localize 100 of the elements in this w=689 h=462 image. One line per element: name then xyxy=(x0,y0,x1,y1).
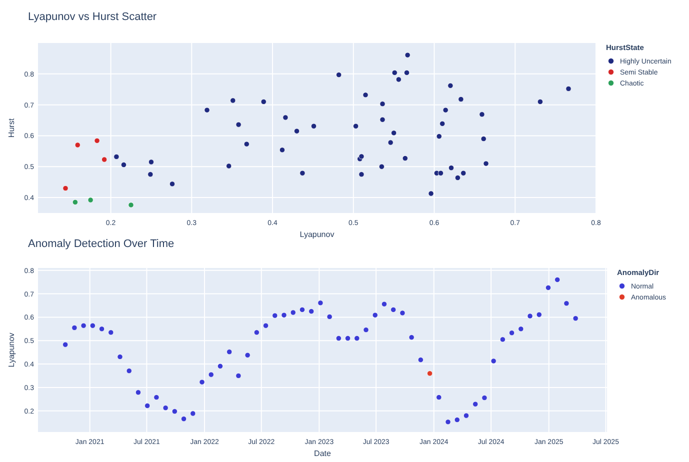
point xyxy=(308,308,314,314)
point xyxy=(418,357,424,363)
point xyxy=(208,372,214,378)
point xyxy=(217,363,224,369)
point xyxy=(279,147,286,153)
point xyxy=(244,352,250,358)
point xyxy=(509,330,515,336)
point xyxy=(108,330,114,336)
point xyxy=(402,155,408,162)
point xyxy=(135,390,142,396)
point xyxy=(272,312,278,318)
point xyxy=(90,322,96,328)
point xyxy=(128,202,134,208)
point xyxy=(180,416,187,422)
point xyxy=(62,342,68,348)
point xyxy=(392,70,398,76)
point xyxy=(537,98,543,105)
point xyxy=(310,123,317,129)
point xyxy=(254,330,260,336)
point xyxy=(154,394,160,400)
point xyxy=(372,312,378,318)
point xyxy=(363,327,369,333)
point xyxy=(428,190,434,196)
point xyxy=(80,322,86,328)
point xyxy=(336,72,342,78)
point xyxy=(390,306,396,312)
point xyxy=(358,172,364,178)
point xyxy=(294,128,300,134)
point xyxy=(282,114,288,120)
point xyxy=(566,86,572,92)
point xyxy=(404,52,410,58)
point xyxy=(299,306,306,312)
point xyxy=(262,322,269,328)
point xyxy=(353,123,359,129)
point xyxy=(378,164,384,170)
point xyxy=(483,160,489,166)
point xyxy=(436,134,442,140)
point xyxy=(482,395,488,401)
point xyxy=(536,312,542,318)
point xyxy=(480,136,486,142)
point xyxy=(388,140,394,146)
point xyxy=(500,336,506,342)
point xyxy=(260,98,266,105)
point xyxy=(454,417,460,423)
point xyxy=(564,300,570,306)
chart-title: Anomaly Detection Over Time xyxy=(28,238,174,250)
point xyxy=(281,312,287,318)
point xyxy=(88,197,94,203)
point xyxy=(72,199,78,205)
point xyxy=(114,154,120,160)
point xyxy=(102,156,108,162)
point xyxy=(162,405,168,411)
point xyxy=(572,316,578,322)
point xyxy=(144,402,150,409)
point xyxy=(458,96,464,102)
point xyxy=(460,170,466,176)
point xyxy=(326,314,332,320)
point xyxy=(98,326,105,332)
point xyxy=(204,107,210,113)
point xyxy=(554,276,560,283)
point xyxy=(381,301,388,307)
point xyxy=(527,313,533,319)
point xyxy=(148,172,154,178)
point xyxy=(226,163,232,169)
point xyxy=(354,335,360,342)
point xyxy=(440,120,446,126)
point xyxy=(74,142,80,148)
point xyxy=(190,410,196,416)
point xyxy=(120,162,127,168)
point xyxy=(479,112,485,118)
chart-title: Lyapunov vs Hurst Scatter xyxy=(28,11,157,23)
point xyxy=(454,174,461,181)
point xyxy=(226,349,232,355)
point xyxy=(62,185,68,192)
y-axis-title: Lyapunov xyxy=(7,332,16,368)
point xyxy=(404,70,410,76)
point xyxy=(518,326,524,332)
point xyxy=(490,358,496,364)
point xyxy=(126,368,132,374)
y-axis-title: Hurst xyxy=(7,118,16,138)
point xyxy=(244,141,250,147)
point xyxy=(448,82,454,88)
point xyxy=(236,122,242,128)
point xyxy=(380,116,386,122)
point xyxy=(436,394,442,400)
point xyxy=(290,310,296,316)
point xyxy=(344,335,351,342)
point xyxy=(408,334,414,340)
point xyxy=(391,130,397,136)
point xyxy=(442,107,448,113)
point xyxy=(236,372,242,379)
point xyxy=(172,408,178,414)
point xyxy=(472,401,478,407)
point xyxy=(72,324,78,331)
x-axis-title: Date xyxy=(314,449,332,458)
point xyxy=(169,181,176,187)
point xyxy=(463,412,470,418)
point xyxy=(380,101,386,107)
point xyxy=(358,154,364,160)
point xyxy=(336,335,342,342)
